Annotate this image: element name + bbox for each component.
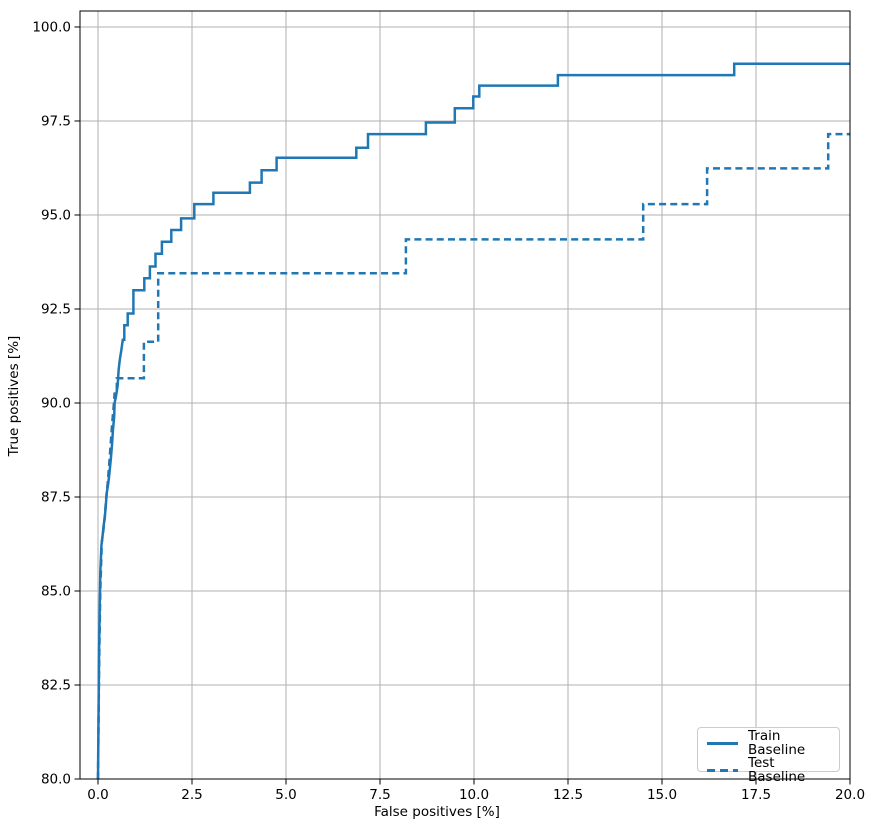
legend-label-test: Test Baseline — [748, 755, 806, 785]
x-tick-label: 15.0 — [647, 787, 677, 803]
y-tick-label: 80.0 — [41, 772, 71, 788]
x-tick-label: 2.5 — [181, 787, 202, 803]
y-axis-title: True positives [%] — [6, 335, 22, 457]
dashed-line-sample-icon — [707, 769, 738, 772]
y-tick-label: 97.5 — [41, 113, 71, 129]
y-tick-label: 85.0 — [41, 583, 71, 599]
x-tick-label: 10.0 — [459, 787, 489, 803]
legend-label-train: Train Baseline — [748, 728, 806, 758]
x-axis-title: False positives [%] — [374, 804, 500, 820]
x-tick-label: 12.5 — [553, 787, 583, 803]
x-tick-label: 5.0 — [275, 787, 296, 803]
test-baseline-curve — [96, 132, 850, 780]
y-tick-label: 100.0 — [32, 19, 71, 35]
x-tick-label: 7.5 — [369, 787, 390, 803]
x-tick-label: 20.0 — [835, 787, 865, 803]
legend-item-train-baseline: Train Baseline — [707, 728, 830, 758]
y-tick-label: 92.5 — [41, 301, 71, 317]
y-tick-label: 90.0 — [41, 395, 71, 411]
legend: Train Baseline Test Baseline — [697, 727, 840, 783]
y-tick-label: 95.0 — [41, 207, 71, 223]
plot-border — [79, 10, 851, 780]
x-tick-label: 17.5 — [741, 787, 771, 803]
solid-line-sample-icon — [707, 742, 738, 745]
x-tick-label: 0.0 — [87, 787, 108, 803]
y-tick-label: 87.5 — [41, 489, 71, 505]
legend-item-test-baseline: Test Baseline — [707, 755, 830, 785]
y-tick-label: 82.5 — [41, 677, 71, 693]
